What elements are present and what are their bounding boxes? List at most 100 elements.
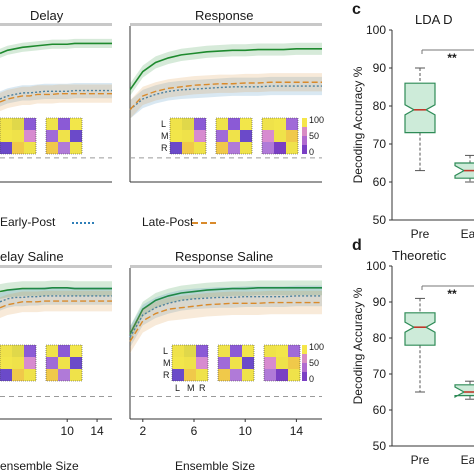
response-saline-xlabel: Ensemble Size — [175, 459, 255, 473]
heatmap-cell — [286, 142, 298, 154]
heatmap-cell — [172, 357, 184, 369]
heatmap-cell — [216, 130, 228, 142]
y-tick-label: 90 — [373, 295, 387, 309]
heatmap-row-label: M — [161, 131, 169, 141]
heatmap-cell — [196, 345, 208, 357]
panel-c-title: LDA D — [415, 12, 453, 27]
heatmap-cell — [194, 142, 206, 154]
panel-c-boxplot: 50 60 70 80 90 100 Pre Ear ** — [366, 23, 474, 241]
heatmap-cell — [276, 345, 288, 357]
category-label: Pre — [411, 453, 430, 467]
series-line-1 — [0, 89, 112, 100]
heatmap-cell — [58, 345, 70, 357]
heatmap-cell — [262, 130, 274, 142]
heatmap-cell — [218, 357, 230, 369]
heatmap-cell — [70, 345, 82, 357]
heatmap-cell — [0, 357, 12, 369]
category-label: Pre — [411, 227, 430, 241]
heatmap-cell — [70, 369, 82, 381]
heatmap-cell — [230, 345, 242, 357]
series-band-1 — [130, 285, 322, 348]
colorbar-segment — [302, 363, 307, 372]
heatmap-row-label: R — [163, 370, 170, 380]
y-tick-label: 50 — [373, 439, 387, 453]
series-line-0 — [0, 42, 112, 55]
colorbar-segment — [302, 127, 307, 136]
colorbar-tick: 0 — [309, 147, 314, 157]
heatmap-cell — [218, 369, 230, 381]
category-label: Ear — [461, 227, 474, 241]
series-band-2 — [130, 73, 322, 119]
heatmap-cell — [172, 369, 184, 381]
heatmap-cell — [288, 369, 300, 381]
series-band-0 — [130, 280, 322, 342]
colorbar-tick: 0 — [309, 374, 314, 384]
delay-plot — [0, 23, 112, 183]
colorbar-segment — [302, 118, 307, 127]
delay-saline-plot: 10 14 — [0, 265, 112, 438]
heatmap-frame — [0, 117, 37, 155]
heatmap-cell — [228, 142, 240, 154]
series-line-1 — [0, 295, 112, 303]
heatmap-cell — [46, 369, 58, 381]
heatmap-row-label: L — [161, 119, 166, 129]
heatmap-cell — [0, 142, 12, 154]
category-label: Ear — [461, 453, 474, 467]
heatmap-cell — [70, 357, 82, 369]
panel-d-boxplot: 50 60 70 80 90 100 Pre Ear ** — [366, 259, 474, 467]
y-tick-label: 80 — [373, 331, 387, 345]
heatmap-cell — [262, 142, 274, 154]
series-band-1 — [0, 287, 112, 311]
heatmap-cell — [274, 130, 286, 142]
heatmap-cell — [0, 130, 12, 142]
heatmap-cell — [218, 345, 230, 357]
heatmap-cell — [24, 142, 36, 154]
heatmap-frame — [45, 344, 83, 382]
top-bar — [0, 23, 112, 26]
heatmap-cell — [264, 345, 276, 357]
response-saline-title: Response Saline — [175, 249, 273, 264]
heatmap-cell — [58, 118, 70, 130]
heatmap-cell — [170, 142, 182, 154]
heatmap-cell — [276, 357, 288, 369]
delay-title: Delay — [30, 8, 64, 23]
series-band-2 — [0, 84, 112, 112]
heatmap-cell — [184, 357, 196, 369]
legend: Early-Post Late-Post — [0, 215, 216, 229]
heatmap-cell — [184, 369, 196, 381]
colorbar-segment — [302, 345, 307, 354]
series-line-2 — [0, 92, 112, 103]
heatmap-cell — [170, 130, 182, 142]
colorbar-segment — [302, 145, 307, 154]
heatmap-cell — [58, 142, 70, 154]
heatmap-cell — [24, 357, 36, 369]
heatmap-cell — [182, 142, 194, 154]
series-line-0 — [129, 287, 322, 335]
heatmap-cell — [46, 118, 58, 130]
heatmap-cell — [0, 369, 12, 381]
colorbar-segment — [302, 372, 307, 381]
heatmap-cell — [194, 118, 206, 130]
colorbar-tick: 100 — [309, 342, 324, 352]
heatmap-cell — [0, 345, 12, 357]
series-line-2 — [129, 301, 322, 342]
top-bar — [130, 265, 322, 268]
legend-late-label: Late-Post — [142, 215, 194, 229]
heatmap-frame — [263, 344, 301, 382]
panel-d-ylabel: Decoding Accuracy % — [351, 287, 365, 404]
y-tick-label: 100 — [366, 23, 386, 37]
y-tick-label: 50 — [373, 213, 387, 227]
heatmap-frame — [215, 117, 253, 155]
heatmap-cell — [24, 345, 36, 357]
heatmap-col-label: L — [175, 383, 180, 393]
response-plot: LMR 100 50 0 — [129, 23, 324, 183]
heatmap-cell — [264, 357, 276, 369]
heatmap-cell — [70, 142, 82, 154]
delay-saline-title: elay Saline — [0, 249, 64, 264]
heatmap-cell — [46, 142, 58, 154]
heatmap-cell — [46, 130, 58, 142]
heatmap-col-label: R — [199, 383, 206, 393]
heatmap-cell — [242, 345, 254, 357]
y-tick-label: 70 — [373, 367, 387, 381]
